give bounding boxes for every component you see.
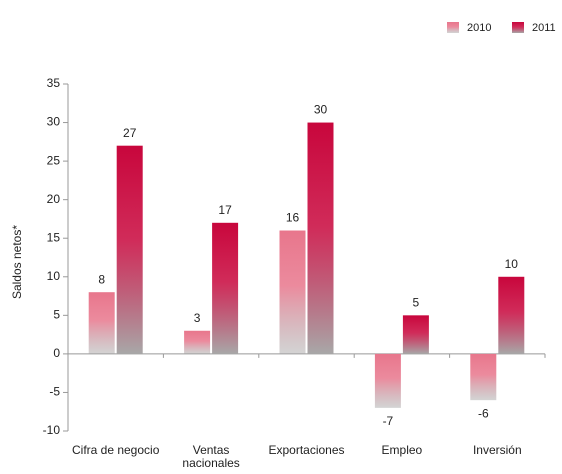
bar bbox=[184, 330, 211, 354]
bar bbox=[498, 276, 525, 354]
bar bbox=[116, 145, 143, 354]
value-label: 3 bbox=[194, 311, 201, 325]
value-label: 8 bbox=[98, 272, 105, 286]
bar bbox=[470, 353, 497, 401]
value-label: 17 bbox=[218, 203, 232, 217]
bar bbox=[88, 292, 115, 354]
value-label: 10 bbox=[505, 257, 519, 271]
x-tick-label: Empleo bbox=[381, 443, 423, 457]
y-tick-label: 35 bbox=[47, 76, 61, 90]
bar bbox=[279, 230, 306, 354]
y-tick-label: 10 bbox=[47, 269, 61, 283]
value-label: -6 bbox=[478, 406, 489, 420]
y-tick-label: 20 bbox=[47, 192, 61, 206]
value-label: 5 bbox=[413, 296, 420, 310]
value-label: 30 bbox=[314, 103, 328, 117]
y-axis-label: Saldos netos* bbox=[10, 225, 24, 299]
y-tick-label: 25 bbox=[47, 153, 61, 167]
legend-label: 2010 bbox=[467, 22, 491, 34]
y-tick-label: -5 bbox=[49, 385, 60, 399]
bar bbox=[374, 353, 401, 408]
x-tick-label: Ventas nacionales bbox=[182, 443, 240, 470]
legend-label: 2011 bbox=[532, 22, 556, 34]
legend-swatch bbox=[512, 22, 524, 33]
x-tick-label: Cifra de negocio bbox=[71, 443, 160, 457]
legend-swatch bbox=[447, 22, 459, 33]
value-label: 16 bbox=[286, 211, 300, 225]
x-tick-label: Inversión bbox=[472, 443, 522, 457]
bar bbox=[212, 222, 239, 354]
value-label: 27 bbox=[123, 126, 137, 140]
y-tick-label: -10 bbox=[43, 423, 61, 437]
y-tick-label: 15 bbox=[47, 230, 61, 244]
bar bbox=[307, 122, 334, 354]
y-tick-label: 5 bbox=[53, 308, 60, 322]
value-label: -7 bbox=[383, 414, 394, 428]
y-tick-label: 0 bbox=[53, 346, 60, 360]
bar bbox=[402, 315, 429, 354]
y-tick-label: 30 bbox=[47, 115, 61, 129]
x-tick-label: Exportaciones bbox=[268, 443, 345, 457]
